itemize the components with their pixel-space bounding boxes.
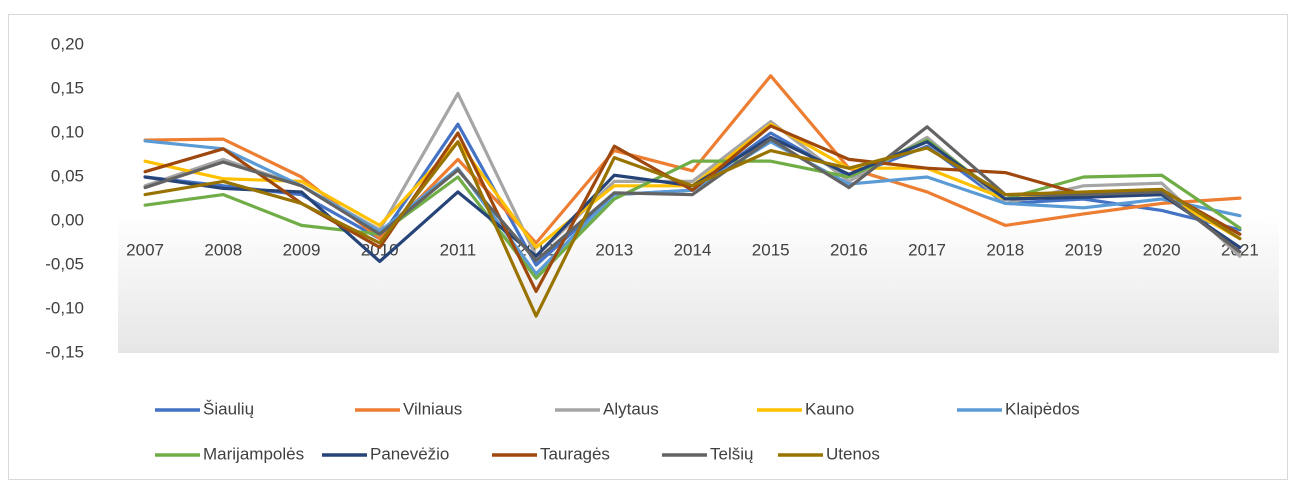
x-tick-label: 2020 <box>1143 240 1181 259</box>
legend-label: Panevėžio <box>370 444 449 463</box>
legend-label: Telšių <box>710 444 753 463</box>
series-line <box>143 125 1242 263</box>
x-tick-label: 2018 <box>986 240 1024 259</box>
y-tick-label: 0,15 <box>51 78 84 97</box>
legend-label: Kauno <box>805 399 854 418</box>
x-tick-label: 2014 <box>674 240 712 259</box>
legend-label: Marijampolės <box>203 444 304 463</box>
series-line <box>143 140 1242 318</box>
y-tick-label: -0,15 <box>45 342 84 361</box>
x-tick-label: 2009 <box>283 240 321 259</box>
x-tick-label: 2017 <box>908 240 946 259</box>
x-tick-label: 2016 <box>830 240 868 259</box>
x-tick-label: 2007 <box>126 240 164 259</box>
legend-label: Klaipėdos <box>1005 399 1080 418</box>
y-tick-label: 0,10 <box>51 122 84 141</box>
series-line <box>143 138 1242 280</box>
legend-label: Šiaulių <box>203 399 254 418</box>
legend-label: Utenos <box>826 444 880 463</box>
y-tick-label: -0,10 <box>45 298 84 317</box>
legend-label: Alytaus <box>603 399 659 418</box>
x-tick-label: 2019 <box>1065 240 1103 259</box>
y-tick-label: -0,05 <box>45 254 84 273</box>
y-tick-label: 0,20 <box>51 34 84 53</box>
x-tick-label: 2013 <box>595 240 633 259</box>
legend-label: Tauragės <box>540 444 610 463</box>
y-tick-label: 0,00 <box>51 210 84 229</box>
x-tick-label: 2015 <box>752 240 790 259</box>
x-tick-label: 2008 <box>204 240 242 259</box>
legend-label: Vilniaus <box>403 399 462 418</box>
y-tick-label: 0,05 <box>51 166 84 185</box>
x-tick-label: 2011 <box>440 240 477 259</box>
